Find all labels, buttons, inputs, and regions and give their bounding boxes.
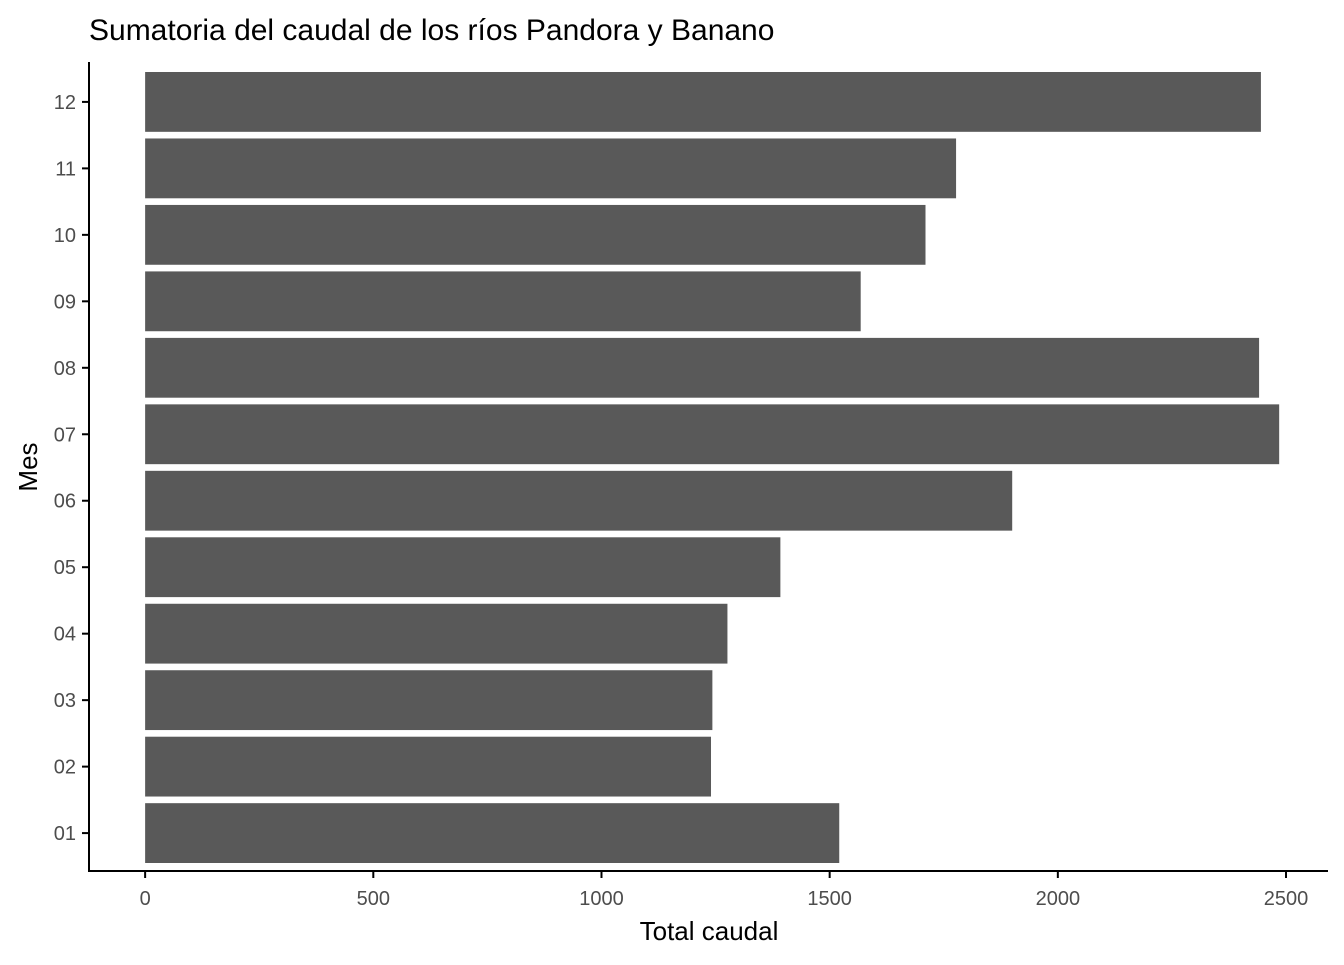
bars-group: [145, 72, 1280, 863]
bar-05: [145, 537, 781, 598]
chart-title: Sumatoria del caudal de los ríos Pandora…: [89, 14, 774, 47]
y-tick-label-12: 12: [54, 92, 76, 114]
x-tick-label-0: 0: [140, 888, 151, 910]
x-tick-label-500: 500: [357, 888, 390, 910]
bar-07: [145, 404, 1280, 465]
bar-10: [145, 204, 926, 265]
y-tick-label-10: 10: [54, 225, 76, 247]
bar-02: [145, 736, 712, 797]
y-tick-label-05: 05: [54, 557, 76, 579]
x-axis-ticks: 0 500 1000 1500 2000 2500: [140, 871, 1309, 910]
y-tick-label-02: 02: [54, 757, 76, 779]
bar-06: [145, 470, 1013, 531]
y-tick-label-06: 06: [54, 491, 76, 513]
bar-03: [145, 670, 713, 731]
y-tick-label-09: 09: [54, 291, 76, 313]
bar-09: [145, 271, 861, 332]
y-tick-label-08: 08: [54, 358, 76, 380]
x-tick-label-1500: 1500: [807, 888, 852, 910]
bar-04: [145, 603, 728, 664]
x-tick-label-2000: 2000: [1036, 888, 1081, 910]
bar-11: [145, 138, 957, 199]
bar-12: [145, 72, 1261, 132]
y-tick-label-03: 03: [54, 690, 76, 712]
y-axis-title: Mes: [13, 442, 43, 491]
y-tick-label-04: 04: [54, 624, 76, 646]
x-tick-label-2500: 2500: [1264, 888, 1309, 910]
x-axis-title: Total caudal: [640, 916, 779, 946]
y-axis-ticks: 01 02 03 04 05 06 07 08 09 10 11 12: [54, 92, 89, 845]
y-tick-label-11: 11: [55, 158, 76, 180]
bar-08: [145, 337, 1260, 398]
x-tick-label-1000: 1000: [579, 888, 624, 910]
y-tick-label-01: 01: [54, 823, 76, 845]
bar-01: [145, 803, 840, 863]
y-tick-label-07: 07: [54, 424, 76, 446]
